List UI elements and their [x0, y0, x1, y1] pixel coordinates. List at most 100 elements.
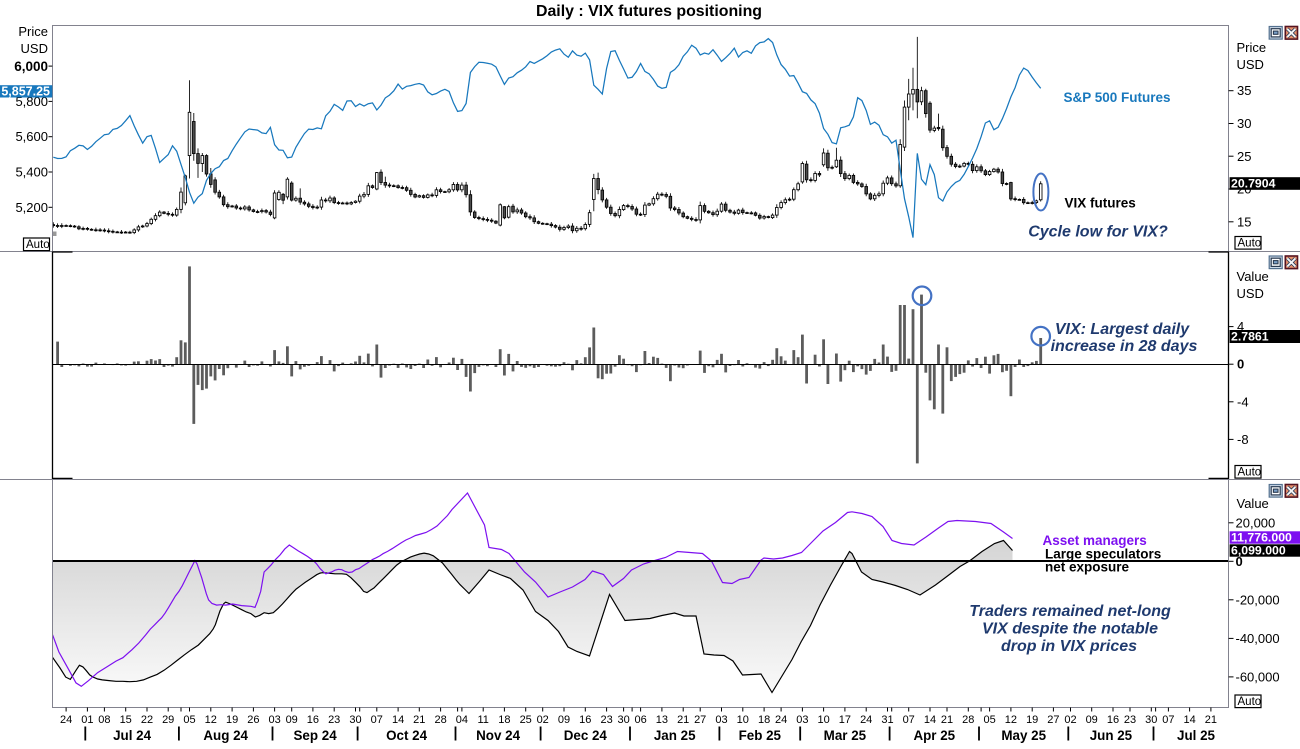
svg-text:Nov 24: Nov 24: [476, 728, 520, 743]
svg-text:Price: Price: [1237, 40, 1267, 55]
svg-text:Apr 25: Apr 25: [913, 728, 955, 743]
svg-text:-60,000: -60,000: [1236, 669, 1280, 684]
svg-text:26: 26: [247, 714, 259, 726]
svg-text:14: 14: [924, 714, 936, 726]
svg-text:Jul 25: Jul 25: [1177, 728, 1216, 743]
svg-text:4: 4: [1237, 319, 1244, 334]
svg-text:08: 08: [98, 714, 110, 726]
svg-text:09: 09: [286, 714, 298, 726]
svg-text:14: 14: [392, 714, 404, 726]
svg-text:May 25: May 25: [1001, 728, 1046, 743]
svg-text:10: 10: [817, 714, 829, 726]
svg-text:16: 16: [1107, 714, 1119, 726]
svg-text:5,857.25: 5,857.25: [1, 84, 50, 98]
svg-text:30: 30: [1145, 714, 1157, 726]
svg-text:03: 03: [268, 714, 280, 726]
svg-text:21: 21: [1205, 714, 1217, 726]
svg-text:29: 29: [162, 714, 174, 726]
svg-text:03: 03: [715, 714, 727, 726]
svg-text:19: 19: [226, 714, 238, 726]
svg-text:Cycle low for VIX?: Cycle low for VIX?: [1028, 224, 1168, 241]
svg-text:drop in VIX prices: drop in VIX prices: [1001, 638, 1137, 655]
svg-text:02: 02: [1064, 714, 1076, 726]
svg-text:25: 25: [520, 714, 532, 726]
svg-text:14: 14: [1183, 714, 1195, 726]
svg-text:24: 24: [60, 714, 72, 726]
svg-text:12: 12: [205, 714, 217, 726]
svg-text:24: 24: [860, 714, 872, 726]
svg-text:04: 04: [456, 714, 468, 726]
svg-text:15: 15: [1237, 214, 1251, 229]
svg-text:Auto: Auto: [26, 239, 50, 251]
svg-text:USD: USD: [1237, 57, 1264, 72]
svg-text:07: 07: [1162, 714, 1174, 726]
svg-text:07: 07: [903, 714, 915, 726]
svg-text:Sep 24: Sep 24: [294, 728, 338, 743]
svg-text:22: 22: [141, 714, 153, 726]
svg-text:5,600: 5,600: [15, 129, 48, 144]
svg-text:24: 24: [775, 714, 787, 726]
svg-text:27: 27: [1047, 714, 1059, 726]
svg-text:15: 15: [120, 714, 132, 726]
svg-text:net exposure: net exposure: [1045, 560, 1130, 575]
svg-text:Feb 25: Feb 25: [739, 728, 782, 743]
svg-text:28: 28: [962, 714, 974, 726]
svg-text:23: 23: [328, 714, 340, 726]
svg-text:Value: Value: [1237, 496, 1269, 511]
svg-text:10: 10: [737, 714, 749, 726]
svg-text:16: 16: [307, 714, 319, 726]
svg-text:30: 30: [1237, 116, 1251, 131]
svg-text:Auto: Auto: [1238, 467, 1262, 479]
svg-text:-8: -8: [1237, 432, 1249, 447]
svg-text:5,400: 5,400: [15, 165, 48, 180]
svg-text:0: 0: [1236, 554, 1243, 569]
svg-text:02: 02: [537, 714, 549, 726]
svg-text:20.7904: 20.7904: [1231, 176, 1276, 190]
svg-text:23: 23: [1124, 714, 1136, 726]
svg-text:0: 0: [1237, 357, 1244, 372]
svg-text:Jul 24: Jul 24: [113, 728, 152, 743]
svg-text:12: 12: [1005, 714, 1017, 726]
svg-text:Value: Value: [1237, 269, 1269, 284]
svg-text:Mar 25: Mar 25: [824, 728, 867, 743]
svg-text:Jan 25: Jan 25: [654, 728, 696, 743]
svg-text:VIX: Largest daily: VIX: Largest daily: [1055, 321, 1190, 338]
svg-text:Auto: Auto: [1238, 238, 1262, 250]
svg-text:5,800: 5,800: [15, 94, 48, 109]
svg-text:S&P 500 Futures: S&P 500 Futures: [1064, 90, 1171, 105]
svg-text:Oct 24: Oct 24: [386, 728, 427, 743]
svg-text:09: 09: [1086, 714, 1098, 726]
svg-text:18: 18: [498, 714, 510, 726]
svg-text:Asset managers: Asset managers: [1043, 533, 1147, 548]
svg-text:28: 28: [434, 714, 446, 726]
svg-text:18: 18: [758, 714, 770, 726]
svg-text:17: 17: [839, 714, 851, 726]
svg-text:-40,000: -40,000: [1236, 631, 1280, 646]
svg-text:19: 19: [1026, 714, 1038, 726]
svg-text:13: 13: [656, 714, 668, 726]
svg-text:20,000: 20,000: [1236, 515, 1276, 530]
svg-text:Daily : VIX futures positionin: Daily : VIX futures positioning: [536, 3, 762, 20]
svg-text:21: 21: [413, 714, 425, 726]
svg-text:VIX despite the notable: VIX despite the notable: [982, 621, 1158, 638]
svg-text:6,000: 6,000: [14, 59, 48, 74]
svg-text:23: 23: [600, 714, 612, 726]
svg-text:35: 35: [1237, 83, 1251, 98]
svg-text:30: 30: [349, 714, 361, 726]
svg-text:21: 21: [677, 714, 689, 726]
svg-text:Price: Price: [18, 24, 48, 39]
svg-text:27: 27: [694, 714, 706, 726]
svg-text:11,776.000: 11,776.000: [1231, 530, 1292, 544]
svg-text:Auto: Auto: [1238, 696, 1262, 708]
svg-text:increase in 28 days: increase in 28 days: [1051, 338, 1198, 355]
svg-text:2.7861: 2.7861: [1231, 330, 1269, 344]
svg-text:09: 09: [558, 714, 570, 726]
svg-text:30: 30: [617, 714, 629, 726]
svg-text:21: 21: [941, 714, 953, 726]
svg-text:05: 05: [983, 714, 995, 726]
svg-text:Aug 24: Aug 24: [203, 728, 248, 743]
svg-text:11: 11: [477, 714, 488, 726]
svg-text:01: 01: [81, 714, 93, 726]
svg-text:6,099.000: 6,099.000: [1231, 543, 1286, 557]
svg-text:06: 06: [634, 714, 646, 726]
